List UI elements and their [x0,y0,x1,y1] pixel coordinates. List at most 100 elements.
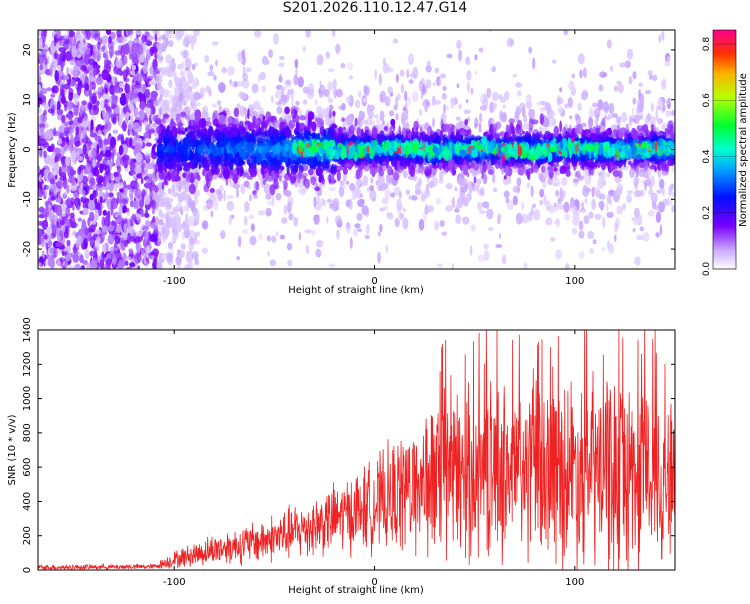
heatmap-cell [42,95,46,102]
heatmap-cell [564,202,570,213]
heatmap-cell [258,210,265,216]
heatmap-cell [180,70,187,76]
heatmap-cell [357,199,364,207]
heatmap-cell [618,83,624,93]
heatmap-cell [53,248,58,258]
heatmap-cell [515,82,521,88]
heatmap-cell [50,48,53,53]
heatmap-cell [513,196,518,206]
heatmap-cell [54,147,62,154]
heatmap-cell [294,217,298,227]
heatmap-cell [153,73,157,78]
heatmap-cell [236,188,239,199]
heatmap-cell [401,84,404,94]
heatmap-cell [379,207,385,211]
heatmap-cell [652,75,657,81]
heatmap-cell [227,201,234,211]
heatmap-cell [116,225,122,233]
heatmap-cell [390,119,395,126]
heatmap-cell [253,101,260,111]
heatmap-cell [587,231,594,239]
heatmap-cell [492,104,495,111]
heatmap-cell [376,180,380,186]
heatmap-cell [106,28,111,35]
heatmap-cell [655,106,662,111]
heatmap-cell [221,67,227,73]
heatmap-cell [402,218,408,230]
heatmap-cell [516,108,519,119]
heatmap-cell [358,91,361,98]
heatmap-cell [666,99,671,105]
heatmap-cell [106,191,109,199]
heatmap-cell [130,248,133,254]
heatmap-cell [492,174,495,184]
heatmap-cell [48,157,53,166]
heatmap-cell [327,81,333,91]
heatmap-cell [380,111,385,121]
heatmap-cell [555,190,559,197]
heatmap-cell [113,40,118,45]
heatmap-cell [370,120,375,125]
heatmap-cell [484,250,490,261]
heatmap-cell [133,200,138,209]
heatmap-cell [521,202,524,211]
heatmap-cell [223,190,225,201]
heatmap-cell [120,95,127,105]
heatmap-cell [96,236,101,244]
heatmap-cell [207,71,214,76]
heatmap-cell [140,210,143,215]
heatmap-cell [462,216,469,225]
heatmap-cell [441,231,447,236]
heatmap-cell [632,108,635,115]
heatmap-cell [229,216,233,226]
heatmap-cell [123,160,128,167]
heatmap-cell [295,59,299,69]
heatmap-cell [403,170,408,178]
heatmap-cell [396,199,401,210]
heatmap-cell [276,101,282,105]
heatmap-cell [93,190,97,199]
heatmap-cell [278,76,282,83]
heatmap-cell [346,181,349,185]
heatmap-cell [94,66,97,76]
heatmap-cell [67,101,73,111]
heatmap-cell [205,86,211,93]
heatmap-cell [59,230,63,237]
heatmap-cell [98,87,102,94]
heatmap-cell [288,213,293,220]
heatmap-cell [552,60,556,64]
heatmap-cell [636,235,643,241]
heatmap-cell [166,213,169,224]
heatmap-cell [412,91,419,102]
heatmap-cell [387,86,393,94]
heatmap-cell [144,120,148,126]
heatmap-cell [97,154,102,162]
heatmap-cell [280,235,285,240]
heatmap-cell [353,228,358,237]
heatmap-cell [161,43,166,52]
heatmap-cell [280,87,286,92]
heatmap-cell [57,138,62,145]
heatmap-cell [588,116,593,128]
heatmap-cell [580,208,587,213]
heatmap-cell [560,189,564,201]
heatmap-cell [604,104,609,108]
heatmap-cell [215,189,221,195]
heatmap-cell [251,223,255,231]
heatmap-cell [45,58,48,65]
heatmap-cell [168,242,173,249]
heatmap-cell [195,213,201,222]
heatmap-cell [308,83,314,95]
heatmap-cell [614,129,616,137]
heatmap-cell [130,161,134,173]
heatmap-cell [421,194,426,202]
heatmap-cell [270,260,277,267]
heatmap-cell [40,222,45,227]
heatmap-cell [386,212,392,216]
heatmap-cell [59,176,66,181]
heatmap-cell [363,175,368,183]
heatmap-cell [70,79,76,86]
heatmap-cell [583,68,587,79]
heatmap-cell [177,249,181,255]
